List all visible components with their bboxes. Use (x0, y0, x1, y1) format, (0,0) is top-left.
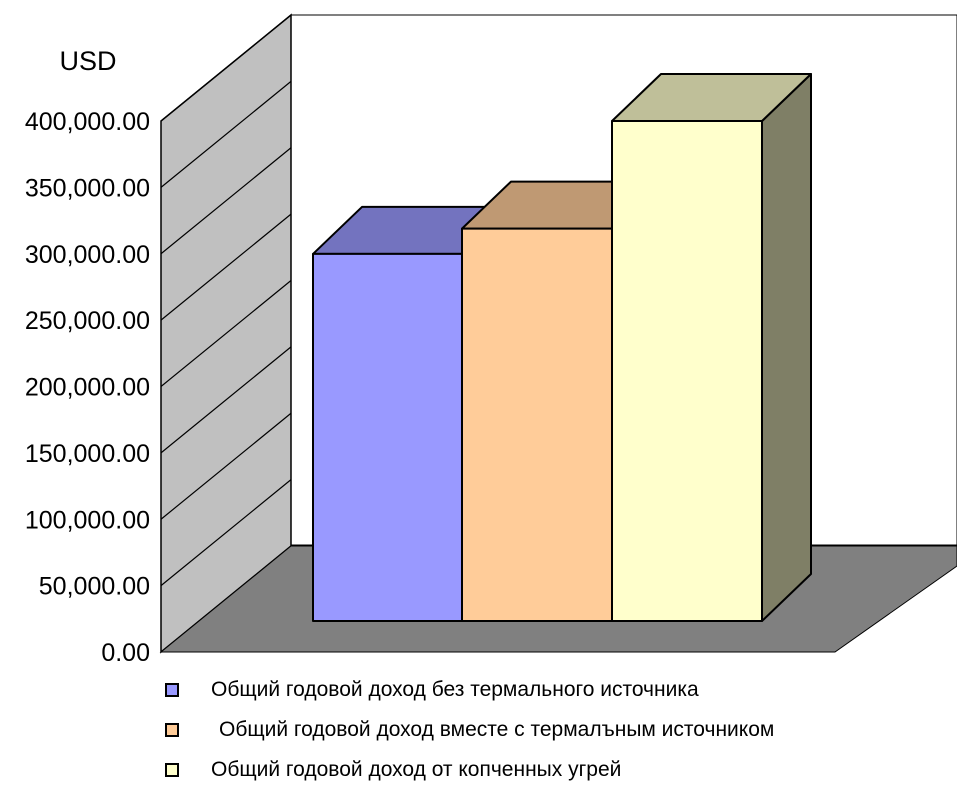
bar-front-face (611, 120, 763, 622)
gridline (160, 213, 292, 321)
y-axis-unit-label: USD (59, 46, 116, 76)
y-tick-label: 350,000.00 (25, 174, 150, 202)
bars (312, 73, 812, 622)
legend-label-2: Общий годовой доход вместе с термалъным … (219, 718, 775, 741)
bar-3 (611, 73, 812, 622)
gridline (160, 80, 292, 188)
bar-side-face (761, 73, 812, 622)
gridlines (160, 14, 292, 587)
y-tick-label: 250,000.00 (25, 307, 150, 335)
bar-front-face (312, 252, 463, 622)
legend-swatch-2 (165, 723, 179, 737)
gridline (160, 346, 292, 454)
legend-label-3: Общий годовой доход от копченных угрей (211, 758, 622, 781)
gridline (160, 412, 292, 520)
gridline (160, 147, 292, 255)
y-tick-label: 0.00 (101, 639, 150, 667)
legend-swatch-3 (165, 763, 179, 777)
legend-label-1: Общий годовой доход без термального исто… (211, 678, 699, 701)
y-tick-label: 150,000.00 (25, 440, 150, 468)
y-tick-label: 100,000.00 (25, 506, 150, 534)
y-axis-tick-labels: 0.00 50,000.00 100,000.00 150,000.00 200,000… (25, 108, 150, 667)
y-tick-label: 50,000.00 (39, 573, 150, 601)
gridline (160, 280, 292, 387)
bar-front-face (461, 227, 613, 622)
gridline (160, 479, 292, 587)
y-tick-label: 200,000.00 (25, 374, 150, 402)
y-tick-label: 300,000.00 (25, 241, 150, 269)
gridline (160, 14, 292, 122)
y-tick-label: 400,000.00 (25, 108, 150, 136)
legend-swatch-1 (165, 683, 179, 697)
